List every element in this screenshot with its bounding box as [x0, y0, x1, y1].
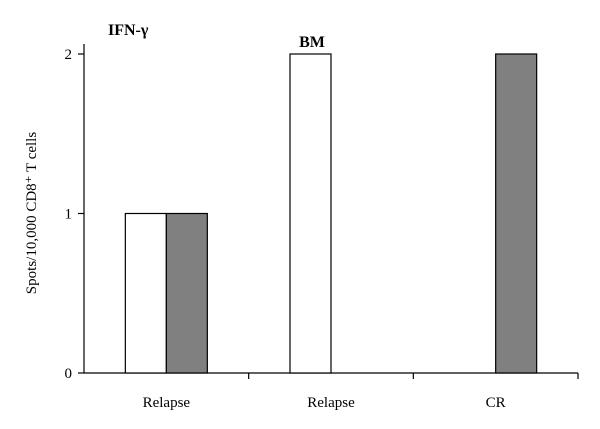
chart-title: IFN-γ — [108, 22, 149, 39]
x-tick-label: CR — [486, 395, 506, 411]
plot-area: 0 1 2 Relapse Relapse CR — [65, 44, 579, 411]
bar — [124, 212, 167, 374]
x-tick-label: Relapse — [143, 395, 191, 411]
y-tick-label: 2 — [65, 47, 73, 63]
y-tick-label: 0 — [65, 366, 73, 382]
bm-annotation: BM — [299, 34, 325, 51]
x-tick-label: Relapse — [307, 395, 355, 411]
y-tick-label: 1 — [65, 207, 73, 223]
bar — [289, 53, 332, 374]
bar — [165, 212, 208, 374]
bar — [495, 53, 538, 374]
y-axis-label: Spots/10,000 CD8⁺ T cells — [24, 132, 40, 295]
